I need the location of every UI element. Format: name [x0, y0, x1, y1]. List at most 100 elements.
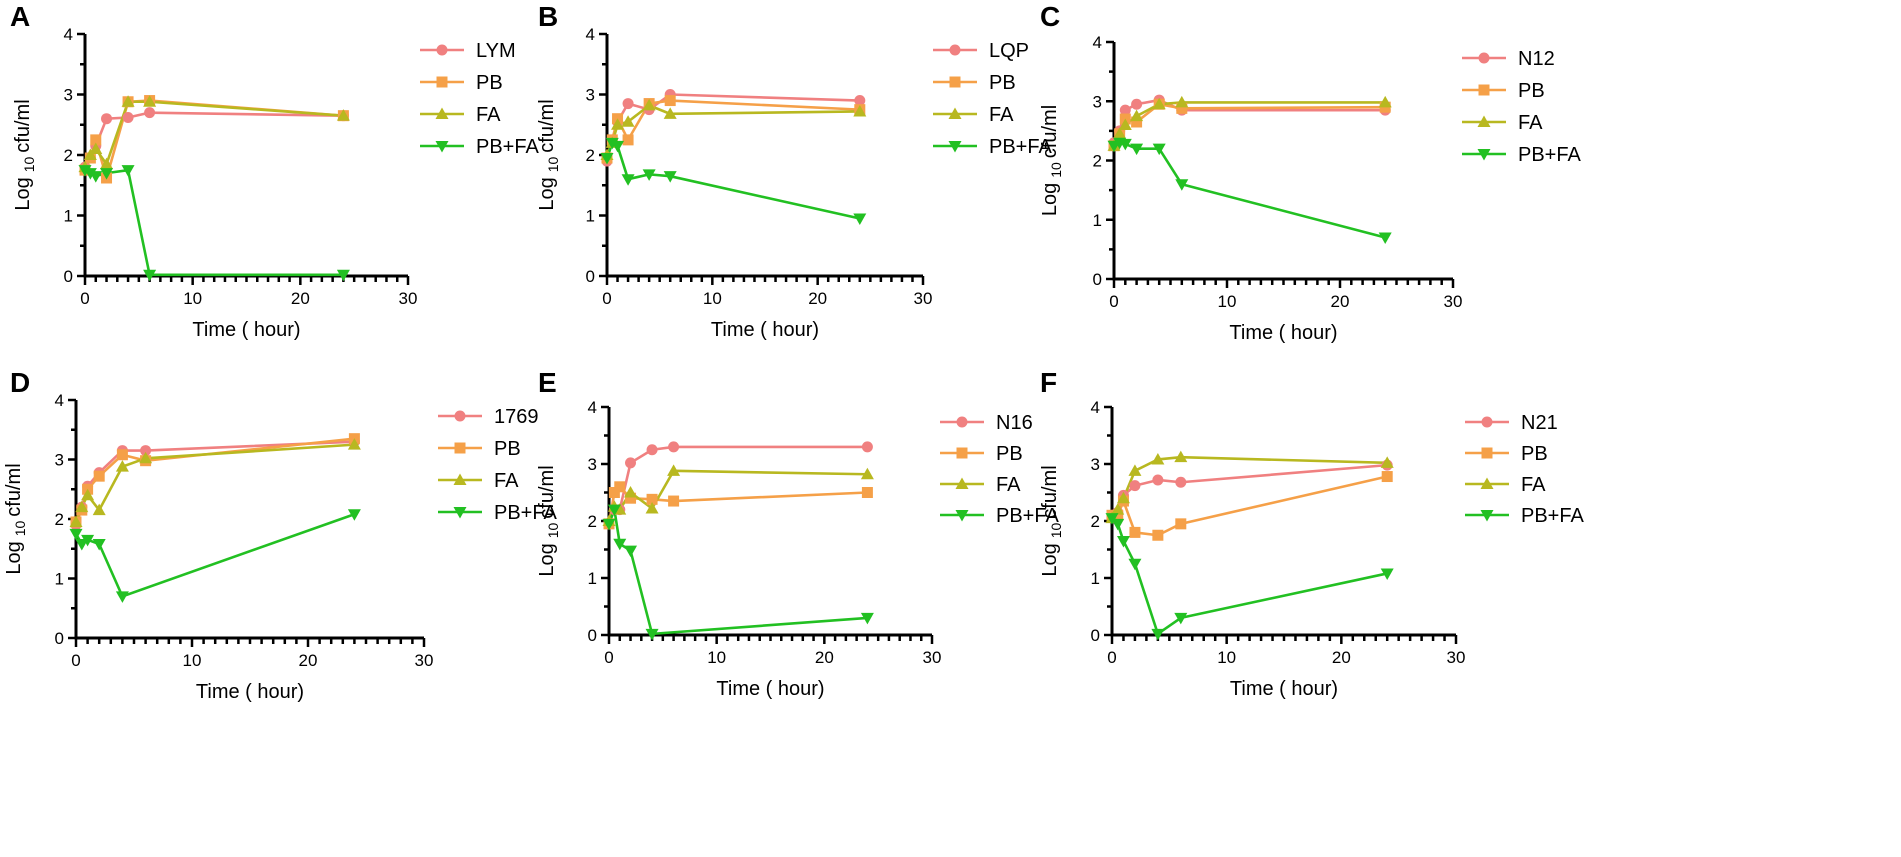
y-tick-label: 4 — [588, 398, 597, 417]
data-point — [1130, 109, 1144, 122]
y-tick-label: 3 — [55, 451, 64, 470]
legend-label: PB — [989, 72, 1016, 94]
legend-label: PB+FA — [996, 505, 1059, 527]
y-axis-title-unit: cfu/ml — [1039, 105, 1061, 158]
data-point — [1381, 471, 1393, 483]
data-point — [625, 457, 637, 469]
data-point — [1151, 628, 1165, 641]
y-axis-title: Log 10 cfu/ml — [536, 99, 561, 210]
legend-label: PB+FA — [1521, 505, 1584, 527]
data-point — [1118, 138, 1132, 151]
data-point — [624, 486, 638, 498]
legend-label: PB — [1521, 443, 1548, 465]
data-point — [1176, 102, 1188, 114]
legend-marker — [949, 44, 961, 56]
panel-letter: D — [10, 367, 30, 398]
x-tick-label: 20 — [815, 648, 834, 667]
chart-panel-c: C 0 1 2 3 4 0 10 20 30 Time ( hour) Log 10 cfu/ml N12 P… — [1039, 1, 1581, 344]
legend-label: PB — [996, 443, 1023, 465]
data-point — [668, 495, 680, 507]
data-point — [143, 269, 157, 282]
legend-marker — [948, 107, 962, 119]
legend-marker — [956, 447, 968, 459]
data-point — [83, 148, 97, 160]
data-point — [1174, 612, 1188, 625]
legend-label: N16 — [996, 412, 1033, 434]
legend-label: FA — [494, 470, 519, 492]
data-point — [1131, 98, 1143, 110]
data-point — [624, 545, 638, 558]
chart-panel-a: A 0 1 2 3 4 0 10 20 30 Time ( hour) Log 10 cfu/ml LYM P… — [10, 1, 539, 341]
y-tick-label: 3 — [586, 86, 595, 105]
legend-marker — [436, 44, 448, 56]
legend-marker — [1481, 447, 1493, 459]
y-tick-label: 2 — [1093, 152, 1102, 171]
data-point — [1128, 558, 1142, 571]
chart-panel-d: D 0 1 2 3 4 0 10 20 30 Time ( hour) Log 10 cfu/ml 1769… — [3, 367, 557, 703]
data-point — [1119, 104, 1131, 116]
data-point — [1128, 464, 1142, 476]
y-axis-title-unit: cfu/ml — [536, 465, 558, 518]
x-tick-label: 0 — [1107, 648, 1116, 667]
data-point — [90, 134, 102, 146]
data-point — [1380, 568, 1394, 580]
chart-panel-b: B 0 1 2 3 4 0 10 20 30 Time ( hour) Log 10 cfu/ml LQP P… — [536, 1, 1052, 341]
data-point — [143, 95, 157, 107]
y-tick-label: 2 — [55, 510, 64, 529]
data-point — [625, 492, 637, 504]
data-point — [121, 165, 135, 177]
y-axis-title: Log 10 cfu/ml — [536, 465, 561, 576]
legend-marker — [453, 507, 467, 519]
data-point — [115, 460, 129, 472]
data-point — [642, 98, 656, 111]
legend-marker — [1480, 510, 1494, 522]
panel-letter: F — [1040, 367, 1057, 398]
legend-label: FA — [1521, 474, 1546, 496]
legend-marker — [435, 141, 449, 153]
data-point — [100, 157, 114, 170]
x-tick-label: 30 — [914, 289, 933, 308]
y-tick-label: 0 — [586, 267, 595, 286]
data-point — [645, 501, 659, 514]
y-axis-title-log: Log — [536, 177, 558, 210]
x-tick-label: 30 — [415, 651, 434, 670]
data-point — [642, 169, 656, 181]
data-point — [860, 612, 874, 625]
x-tick-label: 10 — [183, 289, 202, 308]
y-tick-label: 0 — [1093, 270, 1102, 289]
data-point — [663, 107, 677, 119]
y-tick-label: 4 — [55, 391, 64, 410]
x-axis-title: Time ( hour) — [196, 681, 304, 703]
y-tick-label: 3 — [588, 455, 597, 474]
data-point — [1175, 95, 1189, 108]
data-point — [668, 441, 680, 453]
y-axis-title-subscript: 10 — [1048, 522, 1064, 538]
legend-label: PB+FA — [494, 502, 557, 524]
y-tick-label: 4 — [1091, 398, 1100, 417]
legend-label: N12 — [1518, 48, 1555, 70]
data-point — [622, 98, 634, 110]
y-tick-label: 1 — [55, 570, 64, 589]
legend-marker — [1481, 416, 1493, 428]
y-tick-label: 2 — [1091, 512, 1100, 531]
y-axis-title-subscript: 10 — [12, 520, 28, 536]
series-line-pb-fa — [74, 513, 355, 598]
x-tick-label: 30 — [923, 648, 942, 667]
data-point — [664, 95, 676, 107]
panel-letter: E — [538, 367, 557, 398]
series-line-pb — [1112, 475, 1388, 537]
data-point — [860, 467, 874, 480]
data-point — [622, 134, 634, 146]
data-point — [613, 538, 627, 551]
x-axis-title: Time ( hour) — [1229, 322, 1337, 344]
x-tick-label: 10 — [1218, 292, 1237, 311]
legend-marker — [454, 442, 466, 454]
data-point — [1116, 491, 1130, 504]
y-axis-title-subscript: 10 — [1048, 162, 1064, 178]
data-point — [100, 168, 114, 180]
data-point — [853, 104, 867, 117]
data-point — [1152, 529, 1164, 541]
data-point — [122, 111, 134, 123]
data-point — [621, 115, 635, 127]
data-point — [1175, 476, 1187, 488]
